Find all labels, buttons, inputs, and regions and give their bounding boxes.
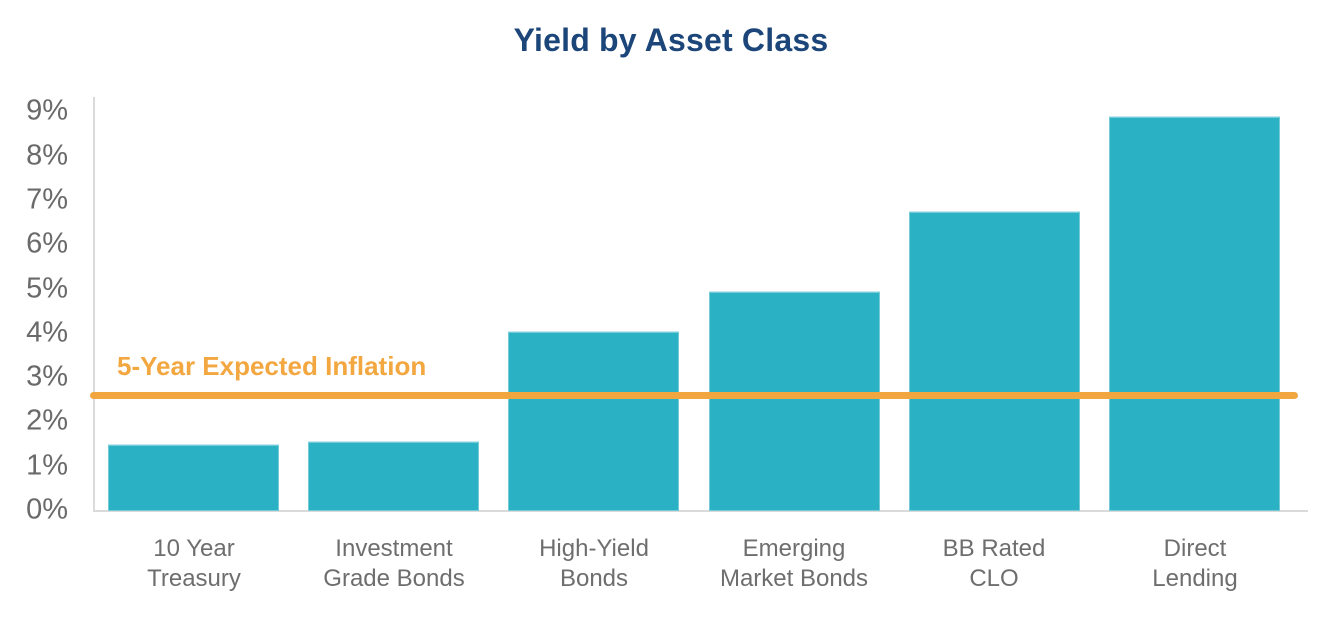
y-tick-label-3pct: 3% <box>26 360 68 393</box>
bar-investment-grade-bonds <box>308 441 479 511</box>
bar-10-year-treasury <box>108 444 279 511</box>
bar-direct-lending <box>1109 116 1280 511</box>
y-tick-label-1pct: 1% <box>26 449 68 482</box>
y-tick-label-9pct: 9% <box>26 94 68 127</box>
x-label-direct-lending: Direct Lending <box>1152 535 1238 592</box>
inflation-line-label: 5-Year Expected Inflation <box>117 351 427 381</box>
x-label-high-yield-bonds: High-Yield Bonds <box>539 535 649 592</box>
chart-title: Yield by Asset Class <box>513 22 829 58</box>
bar-high-yield-bonds <box>508 331 679 511</box>
y-axis-line <box>93 97 95 512</box>
x-label-emerging-market-bonds: Emerging Market Bonds <box>719 535 869 592</box>
y-tick-label-0pct: 0% <box>26 493 68 526</box>
y-tick-label-8pct: 8% <box>26 139 68 172</box>
x-label-investment-grade-bonds: Investment Grade Bonds <box>323 535 465 592</box>
y-tick-label-4pct: 4% <box>26 316 68 349</box>
x-label-bb-rated-clo: BB Rated CLO <box>942 535 1046 592</box>
bar-bb-rated-clo <box>909 211 1080 511</box>
inflation-reference-line <box>90 392 1298 399</box>
y-tick-label-6pct: 6% <box>26 227 68 260</box>
x-axis-line <box>93 510 1308 512</box>
bar-emerging-market-bonds <box>709 291 880 511</box>
y-tick-label-5pct: 5% <box>26 272 68 305</box>
x-label-10-year-treasury: 10 Year Treasury <box>147 535 241 592</box>
y-tick-label-7pct: 7% <box>26 183 68 216</box>
y-tick-label-2pct: 2% <box>26 404 68 437</box>
